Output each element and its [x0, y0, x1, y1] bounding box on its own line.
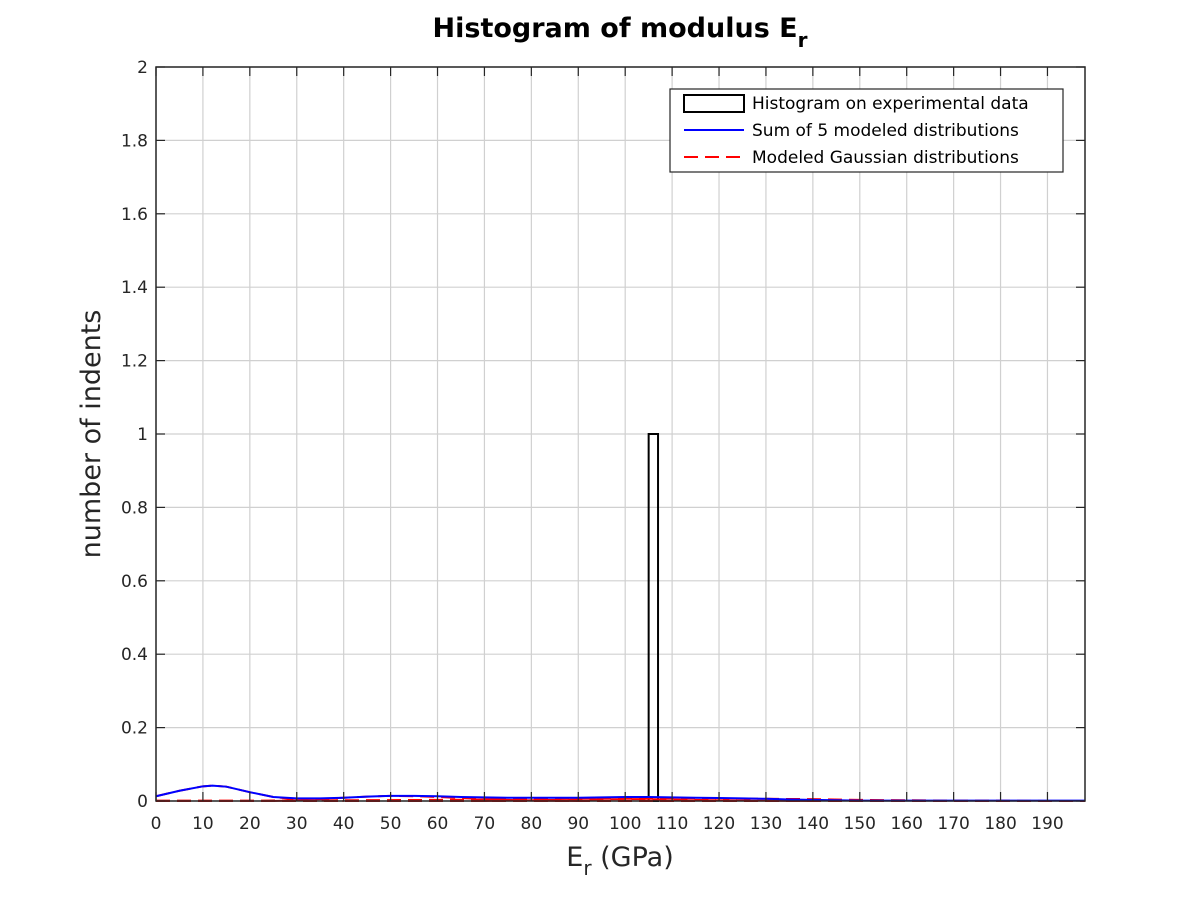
- grid: [155, 66, 1085, 802]
- x-tick-label: 110: [656, 814, 688, 834]
- x-tick-label: 30: [286, 814, 308, 834]
- legend: Histogram on experimental data Sum of 5 …: [669, 88, 1064, 173]
- y-tick-label: 1.2: [121, 352, 148, 372]
- x-tick-label: 140: [797, 814, 829, 834]
- x-tick-label: 70: [474, 814, 496, 834]
- chart-title-main: Histogram of modulus E: [433, 13, 798, 44]
- legend-label-gaussian: Modeled Gaussian distributions: [752, 148, 1019, 168]
- x-tick-label: 50: [380, 814, 402, 834]
- x-tick-label: 60: [427, 814, 449, 834]
- y-tick-label: 0.8: [121, 498, 148, 518]
- x-tick-label: 170: [937, 814, 969, 834]
- x-tick-label: 190: [1031, 814, 1063, 834]
- x-tick-label: 20: [239, 814, 261, 834]
- x-axis-label-main: E: [566, 842, 583, 873]
- legend-label-histogram: Histogram on experimental data: [752, 94, 1029, 114]
- x-tick-label: 100: [609, 814, 641, 834]
- y-tick-label: 0.2: [121, 719, 148, 739]
- legend-swatch-histogram: [683, 94, 745, 113]
- x-tick-label: 90: [567, 814, 589, 834]
- y-tick-label: 1.8: [121, 131, 148, 151]
- x-axis-label-subscript: r: [583, 856, 592, 880]
- x-tick-label: 160: [890, 814, 922, 834]
- y-tick-label: 2: [137, 58, 148, 78]
- legend-label-sum: Sum of 5 modeled distributions: [752, 121, 1019, 141]
- y-tick-label: 1.6: [121, 205, 148, 225]
- chart-title-subscript: r: [798, 28, 808, 52]
- y-tick-label: 0.4: [121, 645, 148, 665]
- y-tick-label: 1: [137, 425, 148, 445]
- x-tick-label: 10: [192, 814, 214, 834]
- y-tick-label: 0.6: [121, 572, 148, 592]
- x-axis-label-unit: (GPa): [592, 842, 674, 873]
- y-tick-label: 0: [137, 792, 148, 812]
- x-tick-label: 130: [750, 814, 782, 834]
- chart-title: Histogram of modulus Er: [433, 13, 808, 52]
- x-tick-label: 0: [151, 814, 162, 834]
- x-axis-label: Er (GPa): [566, 842, 673, 880]
- x-tick-label: 180: [984, 814, 1016, 834]
- x-tick-label: 80: [521, 814, 543, 834]
- x-tick-label: 40: [333, 814, 355, 834]
- y-axis-label: number of indents: [76, 310, 107, 559]
- ticks: 0 10 20 30 40 50 60 70 80 90 100 110 120 130 140 150 160…: [121, 58, 1085, 834]
- x-tick-label: 150: [844, 814, 876, 834]
- x-tick-label: 120: [703, 814, 735, 834]
- y-tick-label: 1.4: [121, 278, 148, 298]
